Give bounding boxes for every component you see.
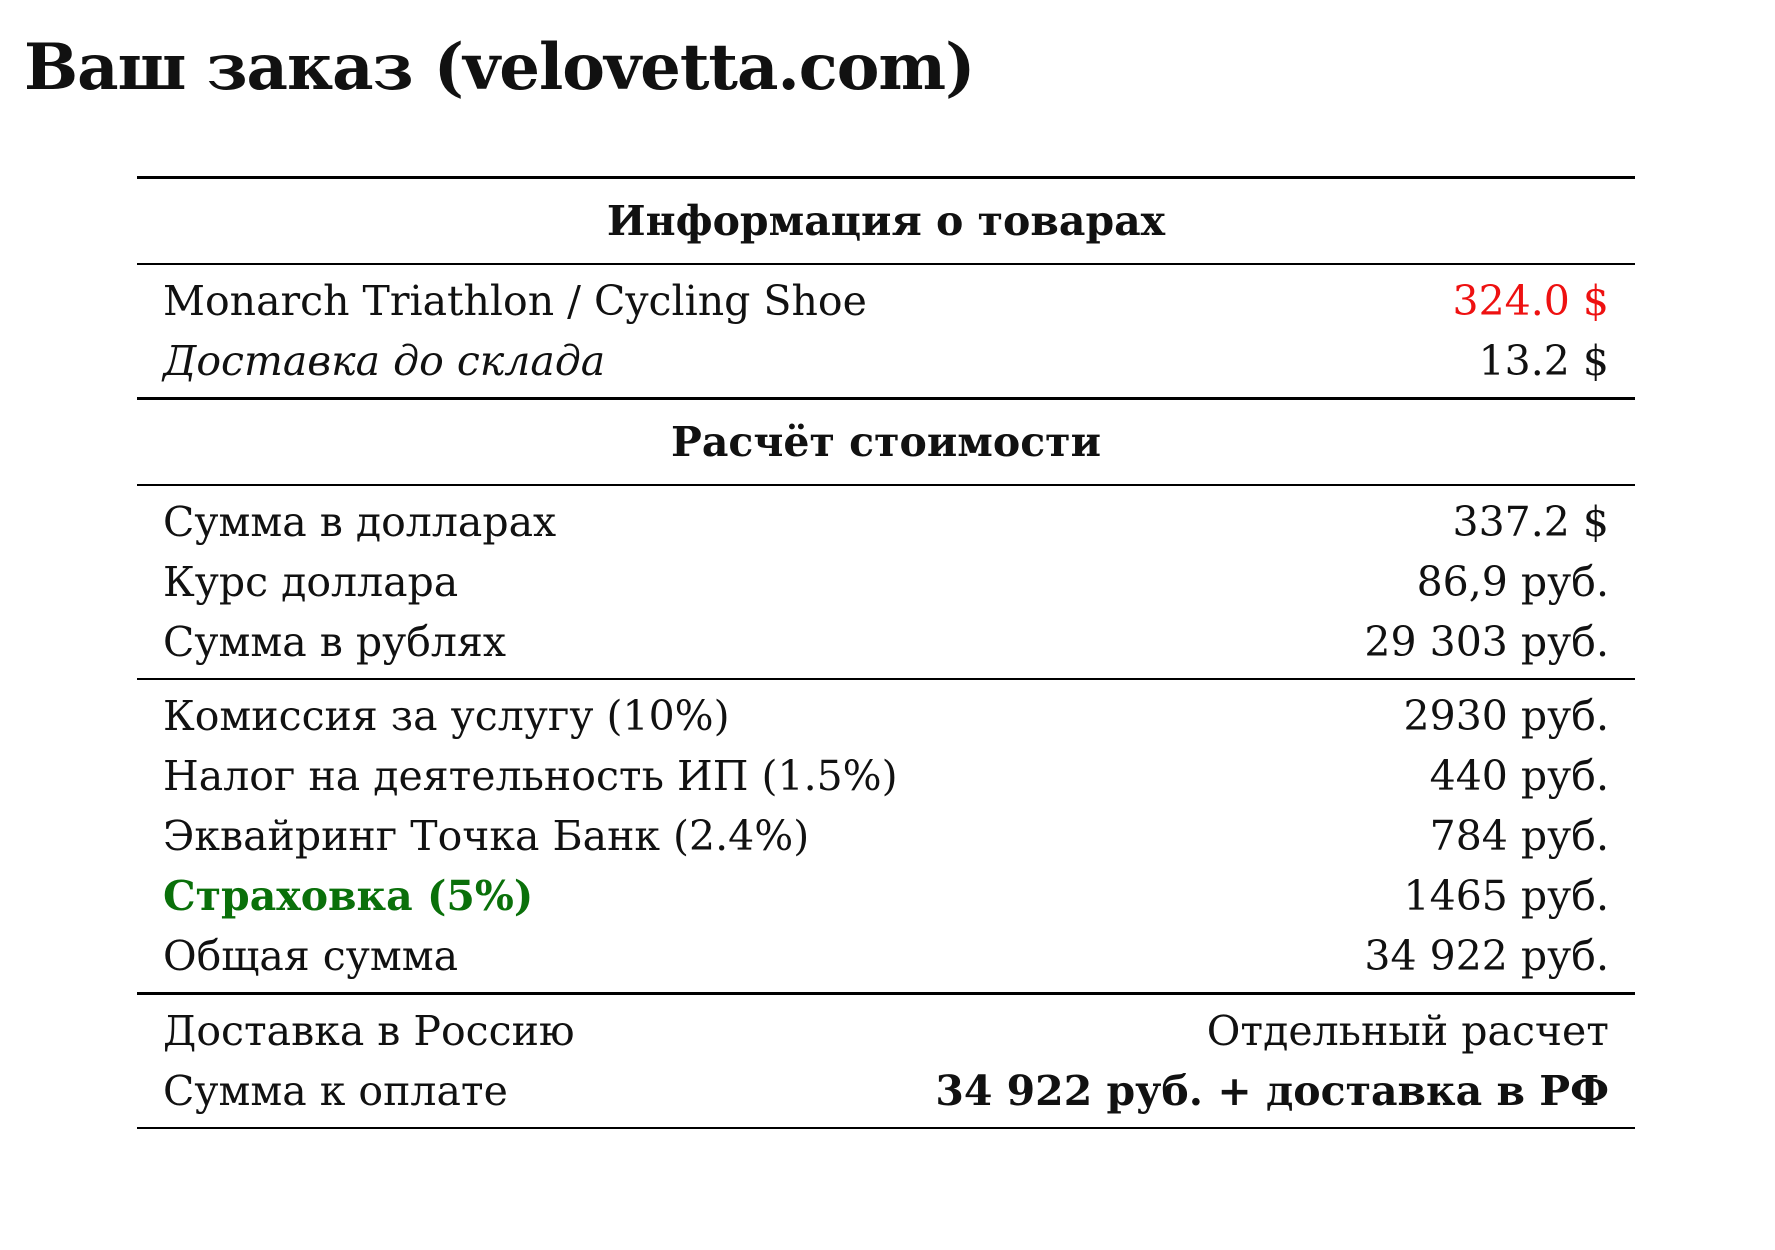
row-value: 784 руб. [1429,812,1609,860]
row-value: 1465 руб. [1403,872,1609,920]
final-row-delivery: Доставка в Россию Отдельный расчет [137,1001,1635,1061]
divider [137,397,1635,400]
row-value: 440 руб. [1429,752,1609,800]
product-price: 324.0 $ [1452,277,1610,325]
row-label: Налог на деятельность ИП (1.5%) [163,752,898,800]
row-value: 337.2 $ [1452,498,1610,546]
row-label: Доставка до склада [163,337,606,385]
row-label: Курс доллара [163,558,459,606]
fee-row-total: Общая сумма 34 922 руб. [137,926,1635,986]
divider [137,263,1635,265]
row-value: 2930 руб. [1403,692,1609,740]
fee-row-insurance: Страховка (5%) 1465 руб. [137,866,1635,926]
goods-row-shipping: Доставка до склада 13.2 $ [137,331,1635,391]
fee-row: Эквайринг Точка Банк (2.4%) 784 руб. [137,806,1635,866]
calc-row: Сумма в рублях 29 303 руб. [137,612,1635,672]
row-label: Доставка в Россию [163,1007,575,1055]
fee-row: Комиссия за услугу (10%) 2930 руб. [137,686,1635,746]
divider [137,678,1635,680]
row-value: 86,9 руб. [1416,558,1609,606]
calc-header: Расчёт стоимости [671,418,1101,466]
row-label: Сумма в рублях [163,618,506,666]
calc-row: Сумма в долларах 337.2 $ [137,492,1635,552]
final-row-payable: Сумма к оплате 34 922 руб. + доставка в Р… [137,1061,1635,1121]
amount-payable: 34 922 руб. + доставка в РФ [935,1067,1609,1115]
row-value: 29 303 руб. [1364,618,1609,666]
row-label: Общая сумма [163,932,459,980]
row-value: Отдельный расчет [1206,1007,1609,1055]
order-table: Информация о товарах Monarch Triathlon /… [137,176,1635,1129]
insurance-label: Страховка (5%) [163,872,534,920]
goods-row-product: Monarch Triathlon / Cycling Shoe 324.0 $ [137,271,1635,331]
goods-header: Информация о товарах [606,197,1166,245]
divider [137,1127,1635,1129]
row-value: 34 922 руб. [1364,932,1609,980]
row-label: Сумма в долларах [163,498,557,546]
row-label: Эквайринг Точка Банк (2.4%) [163,812,810,860]
divider [137,176,1635,179]
row-label: Комиссия за услугу (10%) [163,692,730,740]
divider [137,484,1635,486]
page-title: Ваш заказ (velovetta.com) [24,30,975,105]
row-label: Monarch Triathlon / Cycling Shoe [163,277,867,325]
row-value: 13.2 $ [1478,337,1609,385]
calc-row: Курс доллара 86,9 руб. [137,552,1635,612]
fee-row: Налог на деятельность ИП (1.5%) 440 руб. [137,746,1635,806]
row-label: Сумма к оплате [163,1067,508,1115]
divider [137,992,1635,995]
